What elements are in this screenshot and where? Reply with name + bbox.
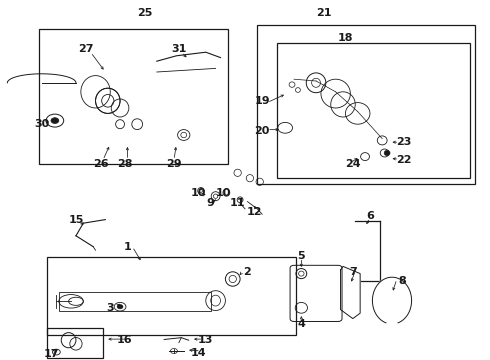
Text: 23: 23 xyxy=(396,137,412,147)
Text: 8: 8 xyxy=(398,276,406,286)
Text: 1: 1 xyxy=(123,242,131,252)
Bar xyxy=(59,292,211,311)
Text: 30: 30 xyxy=(34,119,49,129)
Text: 27: 27 xyxy=(78,44,94,54)
Text: 9: 9 xyxy=(207,198,215,208)
Text: 31: 31 xyxy=(171,44,187,54)
Text: 2: 2 xyxy=(244,267,251,277)
Text: 12: 12 xyxy=(247,207,263,217)
Text: 13: 13 xyxy=(198,335,214,345)
Polygon shape xyxy=(341,266,360,319)
Polygon shape xyxy=(372,277,412,323)
Text: 19: 19 xyxy=(254,96,270,106)
Text: 20: 20 xyxy=(254,126,270,136)
Text: 11: 11 xyxy=(230,198,245,208)
Bar xyxy=(47,257,296,335)
Bar xyxy=(257,25,475,184)
Text: 16: 16 xyxy=(117,335,133,345)
Text: 18: 18 xyxy=(338,33,353,43)
Circle shape xyxy=(51,118,59,123)
Text: 7: 7 xyxy=(349,267,357,277)
Text: 28: 28 xyxy=(117,159,133,169)
Text: 3: 3 xyxy=(106,303,114,313)
Text: 10: 10 xyxy=(191,188,206,198)
Text: 4: 4 xyxy=(297,319,305,329)
Text: 24: 24 xyxy=(345,159,361,169)
Circle shape xyxy=(117,305,123,309)
Text: 14: 14 xyxy=(191,348,206,358)
Bar xyxy=(277,43,470,178)
Text: 5: 5 xyxy=(297,251,305,261)
Text: 29: 29 xyxy=(166,159,182,169)
Ellipse shape xyxy=(384,150,390,156)
Text: 17: 17 xyxy=(44,348,59,359)
Text: 25: 25 xyxy=(137,8,152,18)
Text: 26: 26 xyxy=(93,159,108,169)
Text: 15: 15 xyxy=(68,215,84,225)
Text: 10: 10 xyxy=(215,188,231,198)
Text: 21: 21 xyxy=(316,8,331,18)
Bar xyxy=(39,29,228,164)
Bar xyxy=(47,328,103,358)
Text: 6: 6 xyxy=(366,211,374,221)
Text: 22: 22 xyxy=(396,155,412,165)
